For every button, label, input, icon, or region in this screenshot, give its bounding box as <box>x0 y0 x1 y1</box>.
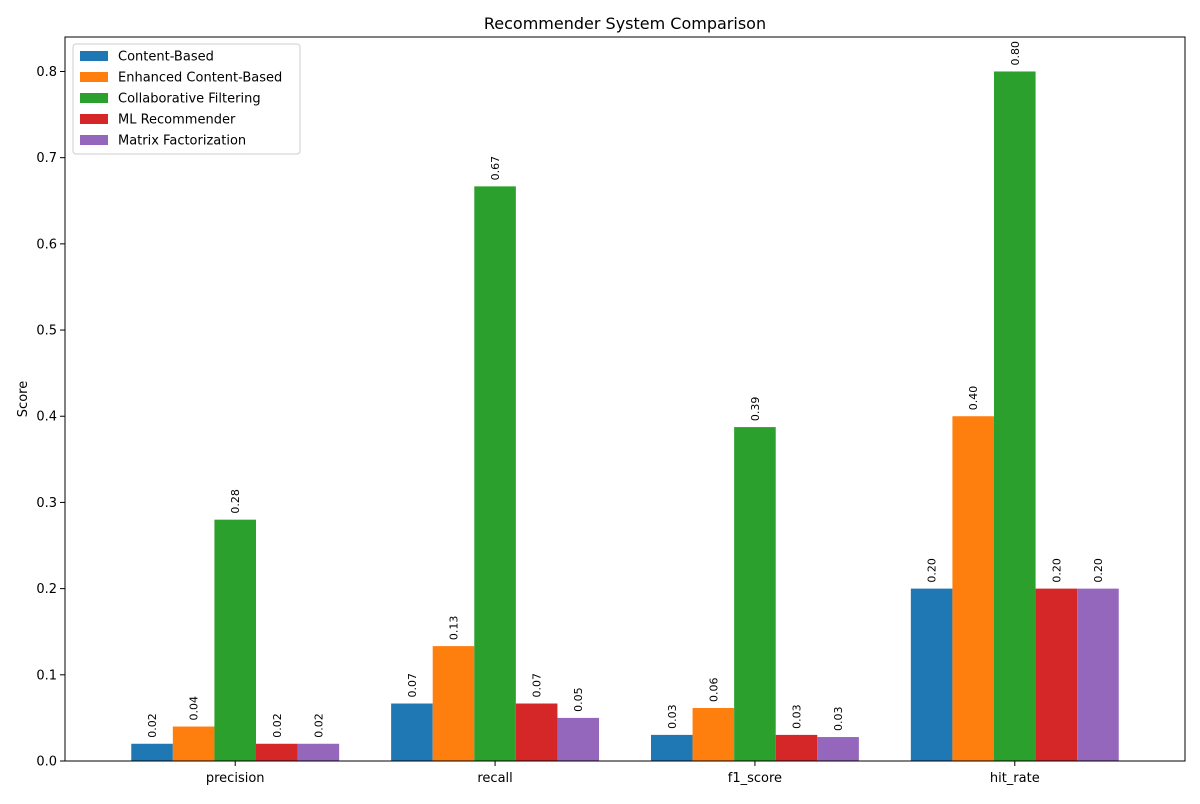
bar-matrix-factorization-precision <box>297 743 340 761</box>
legend-swatch <box>80 93 108 103</box>
y-tick-label: 0.7 <box>36 151 57 166</box>
bar-value-label: 0.28 <box>229 489 242 514</box>
bar-enhanced-content-based-f1_score <box>692 707 735 761</box>
bar-value-label: 0.07 <box>406 673 419 698</box>
bar-value-label: 0.03 <box>791 704 804 729</box>
y-tick-label: 0.2 <box>36 582 57 597</box>
bar-matrix-factorization-recall <box>557 717 600 761</box>
bar-content-based-hit_rate <box>910 588 953 761</box>
bar-ml-recommender-hit_rate <box>1035 588 1078 761</box>
bar-collaborative-filtering-hit_rate <box>994 71 1036 761</box>
axes-layer: 0.0 0.1 0.2 0.3 0.4 0.5 0.6 0.7 0.8 precision reca… <box>36 36 1186 786</box>
y-tick-label: 0.5 <box>36 324 57 339</box>
legend-swatch <box>80 72 108 82</box>
bar-value-label: 0.03 <box>666 704 679 729</box>
bar-content-based-precision <box>131 743 173 761</box>
y-tick-label: 0.0 <box>36 755 57 770</box>
bar-value-label: 0.20 <box>1050 558 1063 583</box>
bar-value-label: 0.67 <box>489 156 502 180</box>
bar-value-label: 0.02 <box>146 713 159 738</box>
legend: Content-Based Enhanced Content-Based Colla… <box>72 43 301 155</box>
bar-enhanced-content-based-recall <box>432 646 475 761</box>
legend-label: Enhanced Content-Based <box>118 71 282 86</box>
bar-value-label: 0.03 <box>832 707 845 732</box>
x-tick-label: recall <box>477 771 512 786</box>
x-tick-label: f1_score <box>728 771 782 786</box>
y-axis-label: Score <box>16 381 31 417</box>
bar-enhanced-content-based-hit_rate <box>952 416 995 761</box>
bar-value-label: 0.40 <box>967 386 980 411</box>
bar-content-based-recall <box>391 703 433 761</box>
x-tick-label: precision <box>206 771 265 786</box>
bar-collaborative-filtering-recall <box>474 186 516 761</box>
bar-value-label: 0.02 <box>271 713 284 738</box>
bar-ml-recommender-recall <box>515 703 558 761</box>
bar-enhanced-content-based-precision <box>172 726 215 761</box>
legend-swatch <box>80 51 108 61</box>
y-tick-label: 0.8 <box>36 65 57 80</box>
y-tick-label: 0.4 <box>36 410 57 425</box>
bar-value-label: 0.13 <box>447 616 460 641</box>
bar-value-label: 0.80 <box>1009 41 1022 66</box>
bar-matrix-factorization-hit_rate <box>1077 588 1119 761</box>
bar-value-label: 0.06 <box>707 677 720 702</box>
y-tick-label: 0.3 <box>36 496 57 511</box>
bar-collaborative-filtering-precision <box>214 519 256 761</box>
plot-frame <box>64 36 1186 762</box>
x-tick-label: hit_rate <box>990 771 1040 786</box>
legend-label: Content-Based <box>118 50 214 65</box>
bar-value-label: 0.20 <box>926 558 939 583</box>
bar-value-label: 0.39 <box>749 397 762 422</box>
bar-value-label: 0.04 <box>188 696 201 721</box>
bar-content-based-f1_score <box>650 734 693 761</box>
chart-title: Recommender System Comparison <box>484 14 766 33</box>
bar-ml-recommender-precision <box>255 743 298 761</box>
bar-value-label: 0.07 <box>531 673 544 698</box>
bar-value-label: 0.02 <box>312 713 325 738</box>
value-labels-layer: 0.02 0.07 0.03 0.20 0.04 0.13 0.06 0.40 0.28 0.67… <box>146 41 1105 738</box>
bar-ml-recommender-f1_score <box>775 734 818 761</box>
bar-collaborative-filtering-f1_score <box>734 427 776 761</box>
legend-swatch <box>80 114 108 124</box>
bars-layer <box>131 71 1119 761</box>
bar-value-label: 0.20 <box>1092 558 1105 583</box>
bar-value-label: 0.05 <box>572 687 585 712</box>
y-tick-label: 0.1 <box>36 668 57 683</box>
bar-matrix-factorization-f1_score <box>817 737 859 761</box>
legend-label: Matrix Factorization <box>118 134 246 149</box>
legend-label: Collaborative Filtering <box>118 92 261 107</box>
legend-box <box>72 43 301 155</box>
y-tick-label: 0.6 <box>36 237 57 252</box>
legend-label: ML Recommender <box>118 113 236 128</box>
legend-swatch <box>80 135 108 145</box>
